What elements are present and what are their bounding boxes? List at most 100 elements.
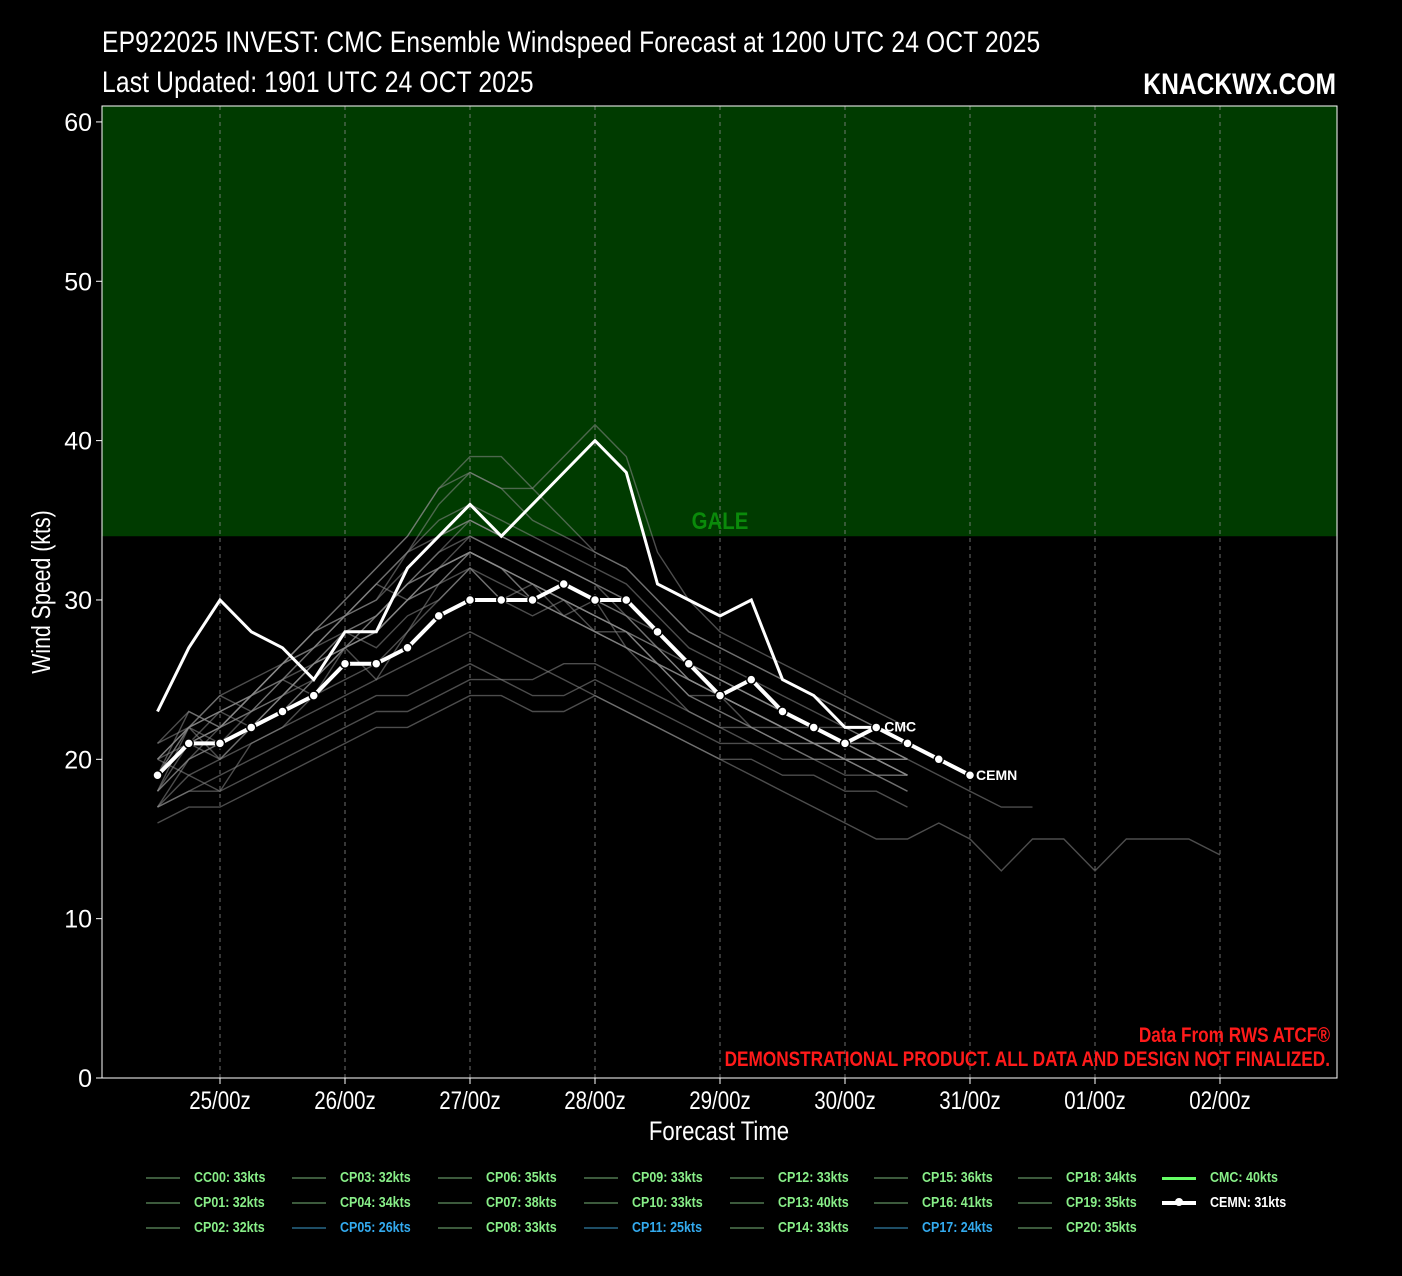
legend-swatch [438, 1202, 472, 1204]
legend-item: CEMN: 31kts [1162, 1193, 1299, 1213]
legend-label: CP11: 25kts [632, 1220, 703, 1236]
cemn-point [683, 658, 694, 669]
legend-label: CP15: 36kts [922, 1170, 993, 1186]
legend-swatch [1018, 1227, 1052, 1229]
legend-label: CP08: 33kts [486, 1220, 557, 1236]
cemn-point [964, 769, 976, 781]
legend-swatch [874, 1177, 908, 1179]
cemn-point [339, 658, 351, 669]
x-tick-label: 26/00z [314, 1086, 376, 1114]
series-line-cmc [156, 438, 877, 729]
legend-item: CP10: 33kts [584, 1193, 714, 1213]
y-tick-label: 10 [64, 906, 92, 934]
source-note: Data From RWS ATCF® [1139, 1025, 1330, 1048]
legend-swatch [438, 1177, 472, 1179]
y-axis-label: Wind Speed (kts) [27, 510, 57, 673]
disclaimer-note: DEMONSTRATIONAL PRODUCT. ALL DATA AND DE… [725, 1049, 1330, 1072]
legend-item: CP15: 36kts [874, 1168, 1004, 1188]
y-tick-label: 20 [64, 746, 92, 774]
legend-item: CP13: 40kts [730, 1193, 860, 1213]
series-line-cp05 [157, 662, 908, 808]
cemn-point [371, 658, 382, 669]
cemn-point [277, 706, 288, 717]
series-line-cp18 [157, 535, 908, 760]
chart-title: EP922025 INVEST: CMC Ensemble Windspeed … [102, 26, 1041, 59]
legend-label: CP01: 32kts [194, 1195, 265, 1211]
cemn-point [308, 690, 319, 701]
cemn-point [589, 594, 601, 606]
legend-item: CP11: 25kts [584, 1218, 713, 1238]
x-tick-label: 01/00z [1064, 1086, 1126, 1114]
legend-label: CP05: 26kts [340, 1220, 411, 1236]
series-line-cp04 [156, 535, 908, 776]
legend: CC00: 33kts CP01: 32kts CP02: 32kts CP03: 3… [140, 1166, 1340, 1246]
legend-item: CP01: 32kts [146, 1193, 276, 1213]
y-tick-label: 40 [64, 428, 92, 456]
y-tick-label: 60 [64, 109, 92, 137]
cemn-point [621, 594, 632, 606]
legend-item: CMC: 40kts [1162, 1168, 1289, 1188]
legend-item: CP16: 41kts [874, 1193, 1004, 1213]
x-tick-label: 28/00z [564, 1086, 626, 1114]
legend-label: CP13: 40kts [778, 1195, 849, 1211]
windspeed-chart: GALE CMC CEMN 0 10 20 30 40 50 60 25/00z 26/00z 27/0… [27, 105, 1338, 1147]
legend-swatch [584, 1177, 618, 1179]
legend-swatch [874, 1227, 908, 1229]
legend-item: CP08: 33kts [438, 1218, 568, 1238]
cemn-end-label: CEMN [976, 767, 1017, 783]
legend-label: CP20: 35kts [1066, 1220, 1137, 1236]
legend-label: CP10: 33kts [632, 1195, 703, 1211]
legend-item: CP06: 35kts [438, 1168, 568, 1188]
gale-zone [102, 106, 1337, 537]
legend-swatch [730, 1177, 764, 1179]
legend-label: CP09: 33kts [632, 1170, 703, 1186]
legend-swatch [584, 1202, 618, 1204]
legend-swatch [146, 1202, 180, 1204]
legend-label: CP18: 34kts [1066, 1170, 1137, 1186]
legend-swatch [730, 1202, 764, 1204]
series-line-cp15 [157, 503, 908, 760]
series-line-cp20 [156, 519, 1033, 808]
cemn-point [496, 594, 507, 606]
legend-swatch [1018, 1202, 1052, 1204]
cemn-point [871, 722, 882, 733]
legend-marker [1175, 1198, 1183, 1206]
legend-item: CP17: 24kts [874, 1218, 1004, 1238]
legend-label: CP04: 34kts [340, 1195, 411, 1211]
legend-swatch [438, 1227, 472, 1229]
series-line-cp-long [157, 631, 1221, 872]
legend-item: CP18: 34kts [1018, 1168, 1148, 1188]
series-line-cp08 [157, 551, 908, 792]
x-tick-label: 29/00z [689, 1086, 751, 1114]
legend-item: CP03: 32kts [292, 1168, 422, 1188]
cemn-point [433, 610, 444, 622]
legend-label: CP14: 33kts [778, 1220, 849, 1236]
cemn-point [902, 738, 913, 749]
legend-item: CP14: 33kts [730, 1218, 860, 1238]
legend-label: CP02: 32kts [194, 1220, 265, 1236]
cemn-point [152, 769, 163, 781]
cemn-point [777, 706, 788, 717]
legend-label: CP19: 35kts [1066, 1195, 1137, 1211]
cemn-point [652, 626, 663, 638]
gale-label: GALE [692, 507, 749, 534]
legend-item: CP02: 32kts [146, 1218, 276, 1238]
x-tick-label: 02/00z [1189, 1086, 1251, 1114]
legend-swatch [292, 1227, 326, 1229]
cmc-end-label: CMC [884, 718, 916, 734]
legend-item: CP20: 35kts [1018, 1218, 1148, 1238]
legend-item: CP07: 38kts [438, 1193, 568, 1213]
cemn-point [714, 690, 726, 701]
legend-label: CP06: 35kts [486, 1170, 557, 1186]
series-line-cc00 [156, 551, 908, 792]
legend-item: CP19: 35kts [1018, 1193, 1148, 1213]
legend-item: CP05: 26kts [292, 1218, 422, 1238]
x-tick-label: 27/00z [439, 1086, 501, 1114]
x-tick-label: 25/00z [189, 1086, 251, 1114]
series-line-cp19 [156, 519, 908, 792]
legend-swatch [1162, 1198, 1196, 1206]
cemn-point [933, 754, 944, 765]
legend-label: CC00: 33kts [194, 1170, 266, 1186]
y-tick-label: 0 [78, 1065, 92, 1093]
legend-label: CP16: 41kts [922, 1195, 993, 1211]
